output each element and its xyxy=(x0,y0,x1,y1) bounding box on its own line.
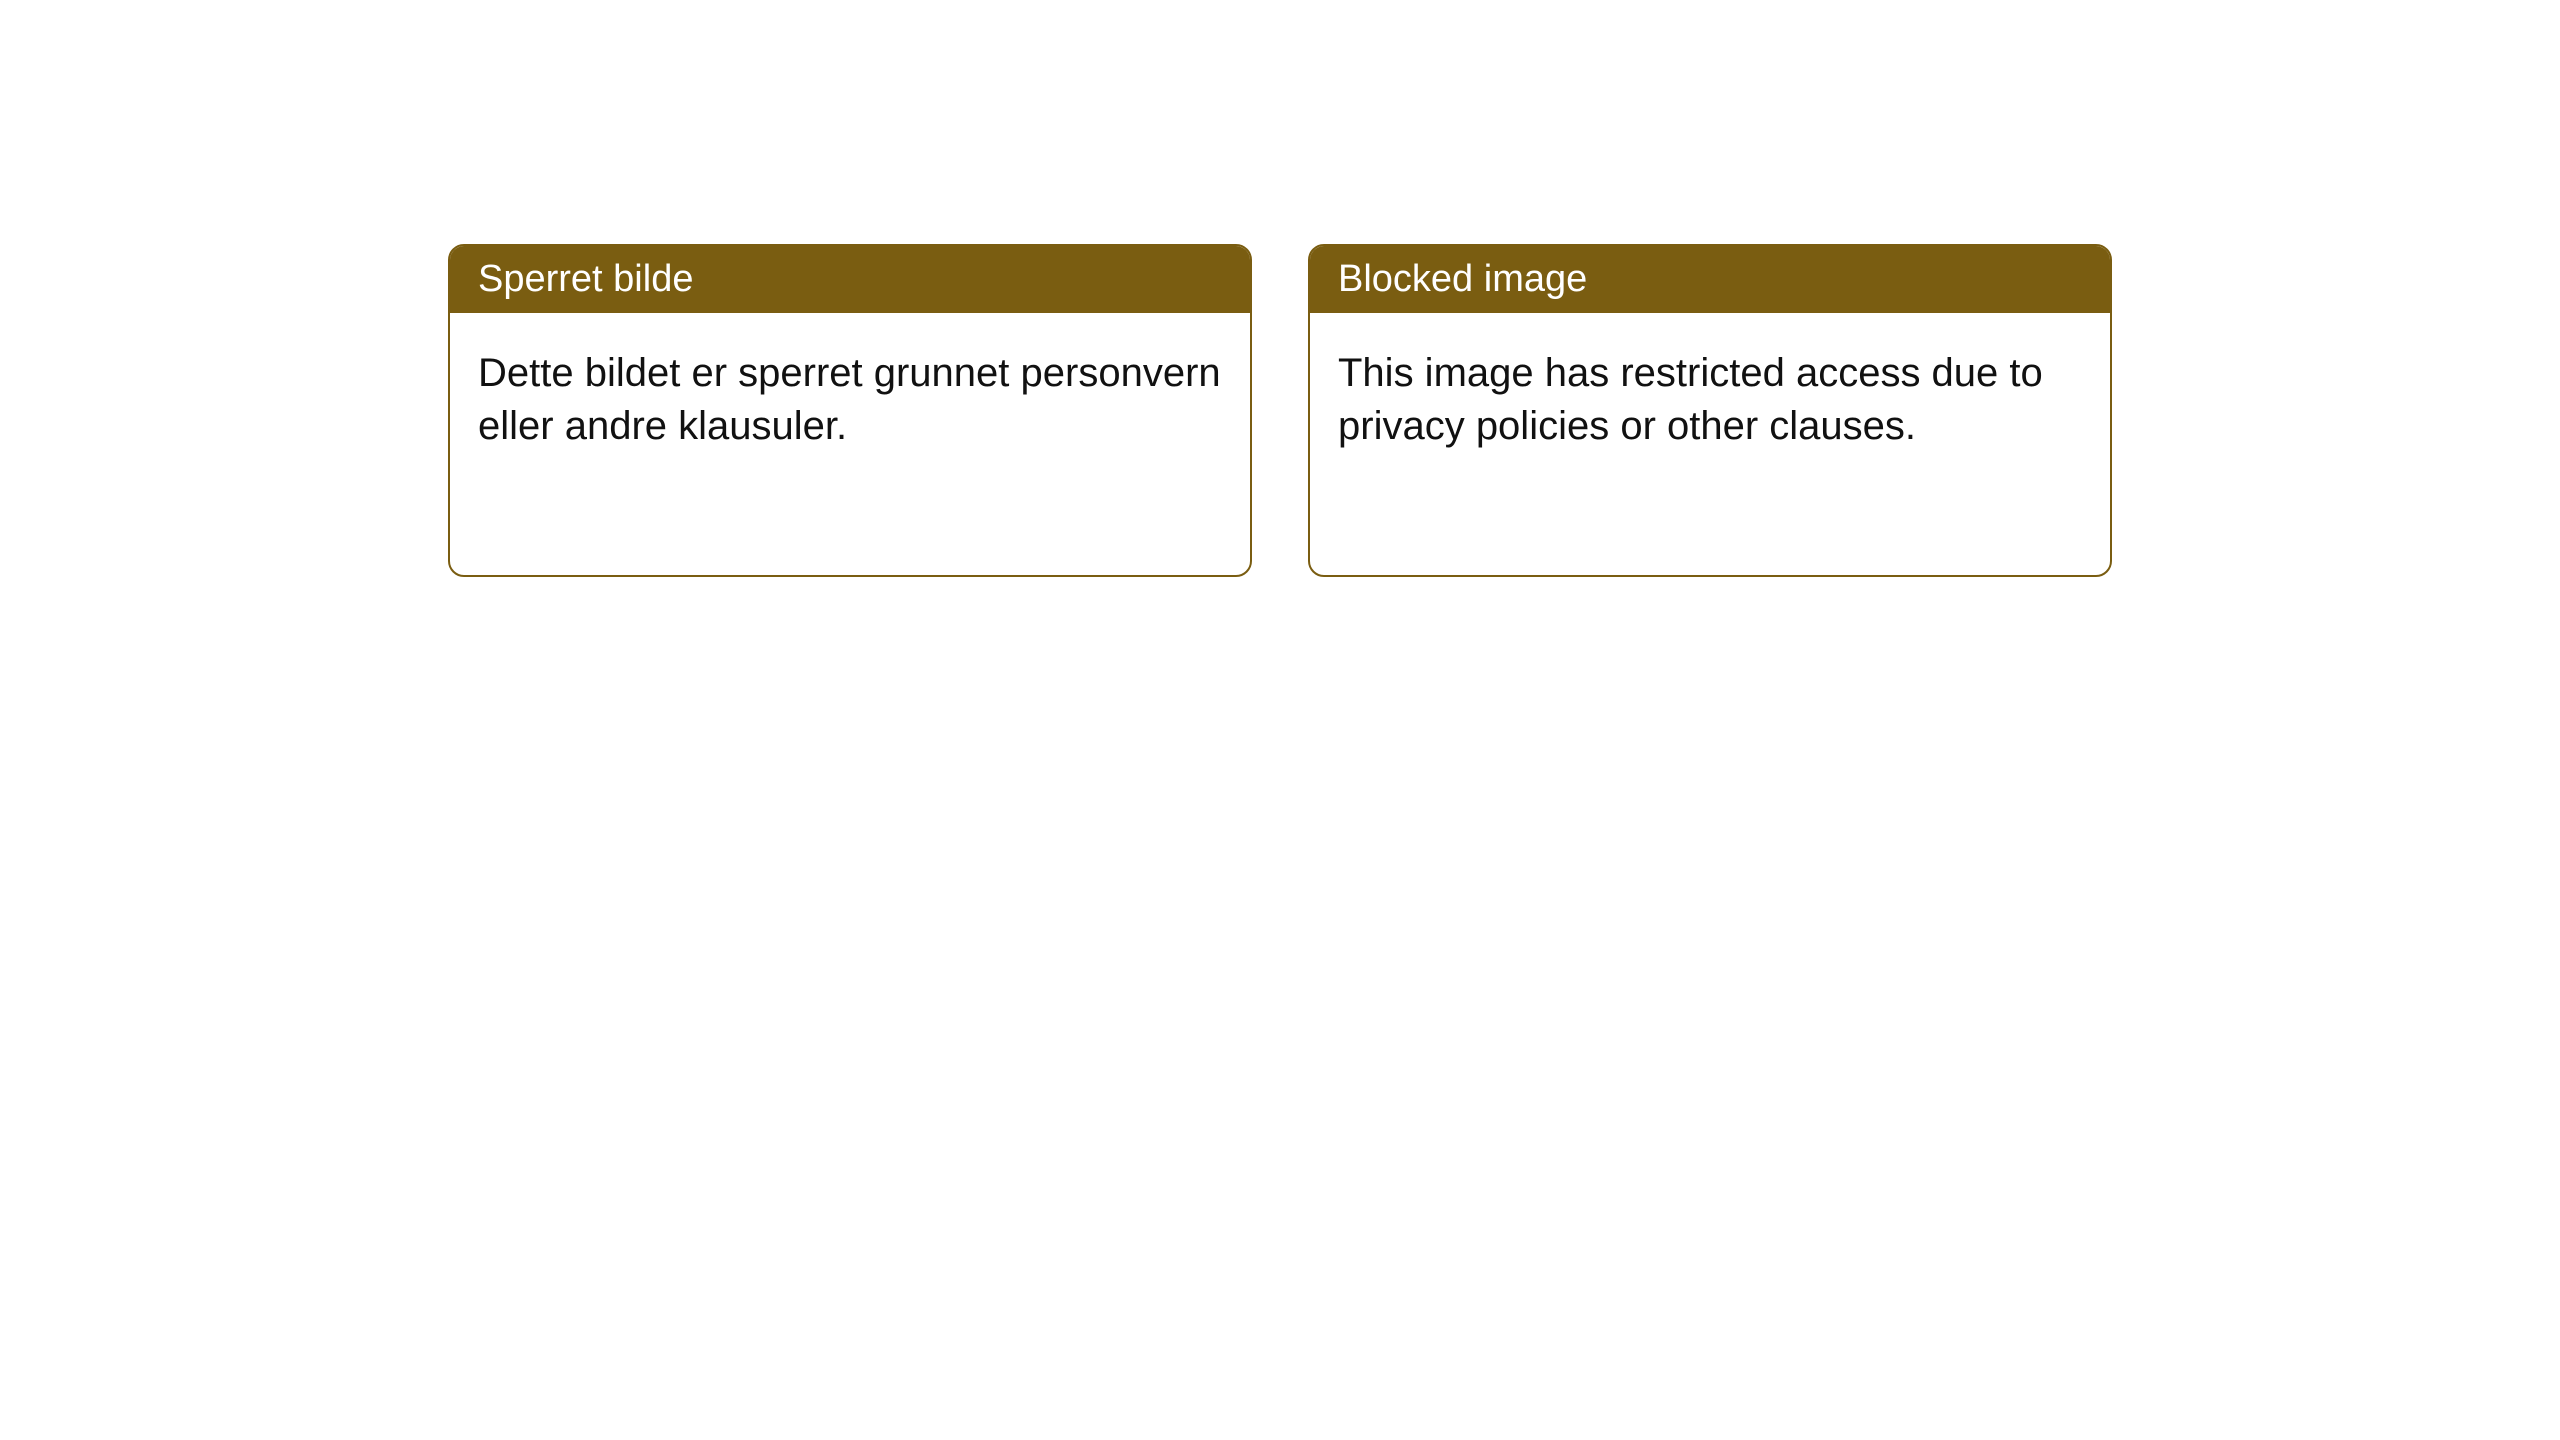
notice-body: This image has restricted access due to … xyxy=(1310,313,2110,487)
notice-card-english: Blocked image This image has restricted … xyxy=(1308,244,2112,577)
notice-container: Sperret bilde Dette bildet er sperret gr… xyxy=(448,244,2112,577)
notice-body: Dette bildet er sperret grunnet personve… xyxy=(450,313,1250,487)
notice-title: Blocked image xyxy=(1338,258,1587,300)
notice-body-text: Dette bildet er sperret grunnet personve… xyxy=(478,351,1221,448)
notice-header: Blocked image xyxy=(1310,246,2110,313)
notice-body-text: This image has restricted access due to … xyxy=(1338,351,2043,448)
notice-header: Sperret bilde xyxy=(450,246,1250,313)
notice-title: Sperret bilde xyxy=(478,258,693,300)
notice-card-norwegian: Sperret bilde Dette bildet er sperret gr… xyxy=(448,244,1252,577)
